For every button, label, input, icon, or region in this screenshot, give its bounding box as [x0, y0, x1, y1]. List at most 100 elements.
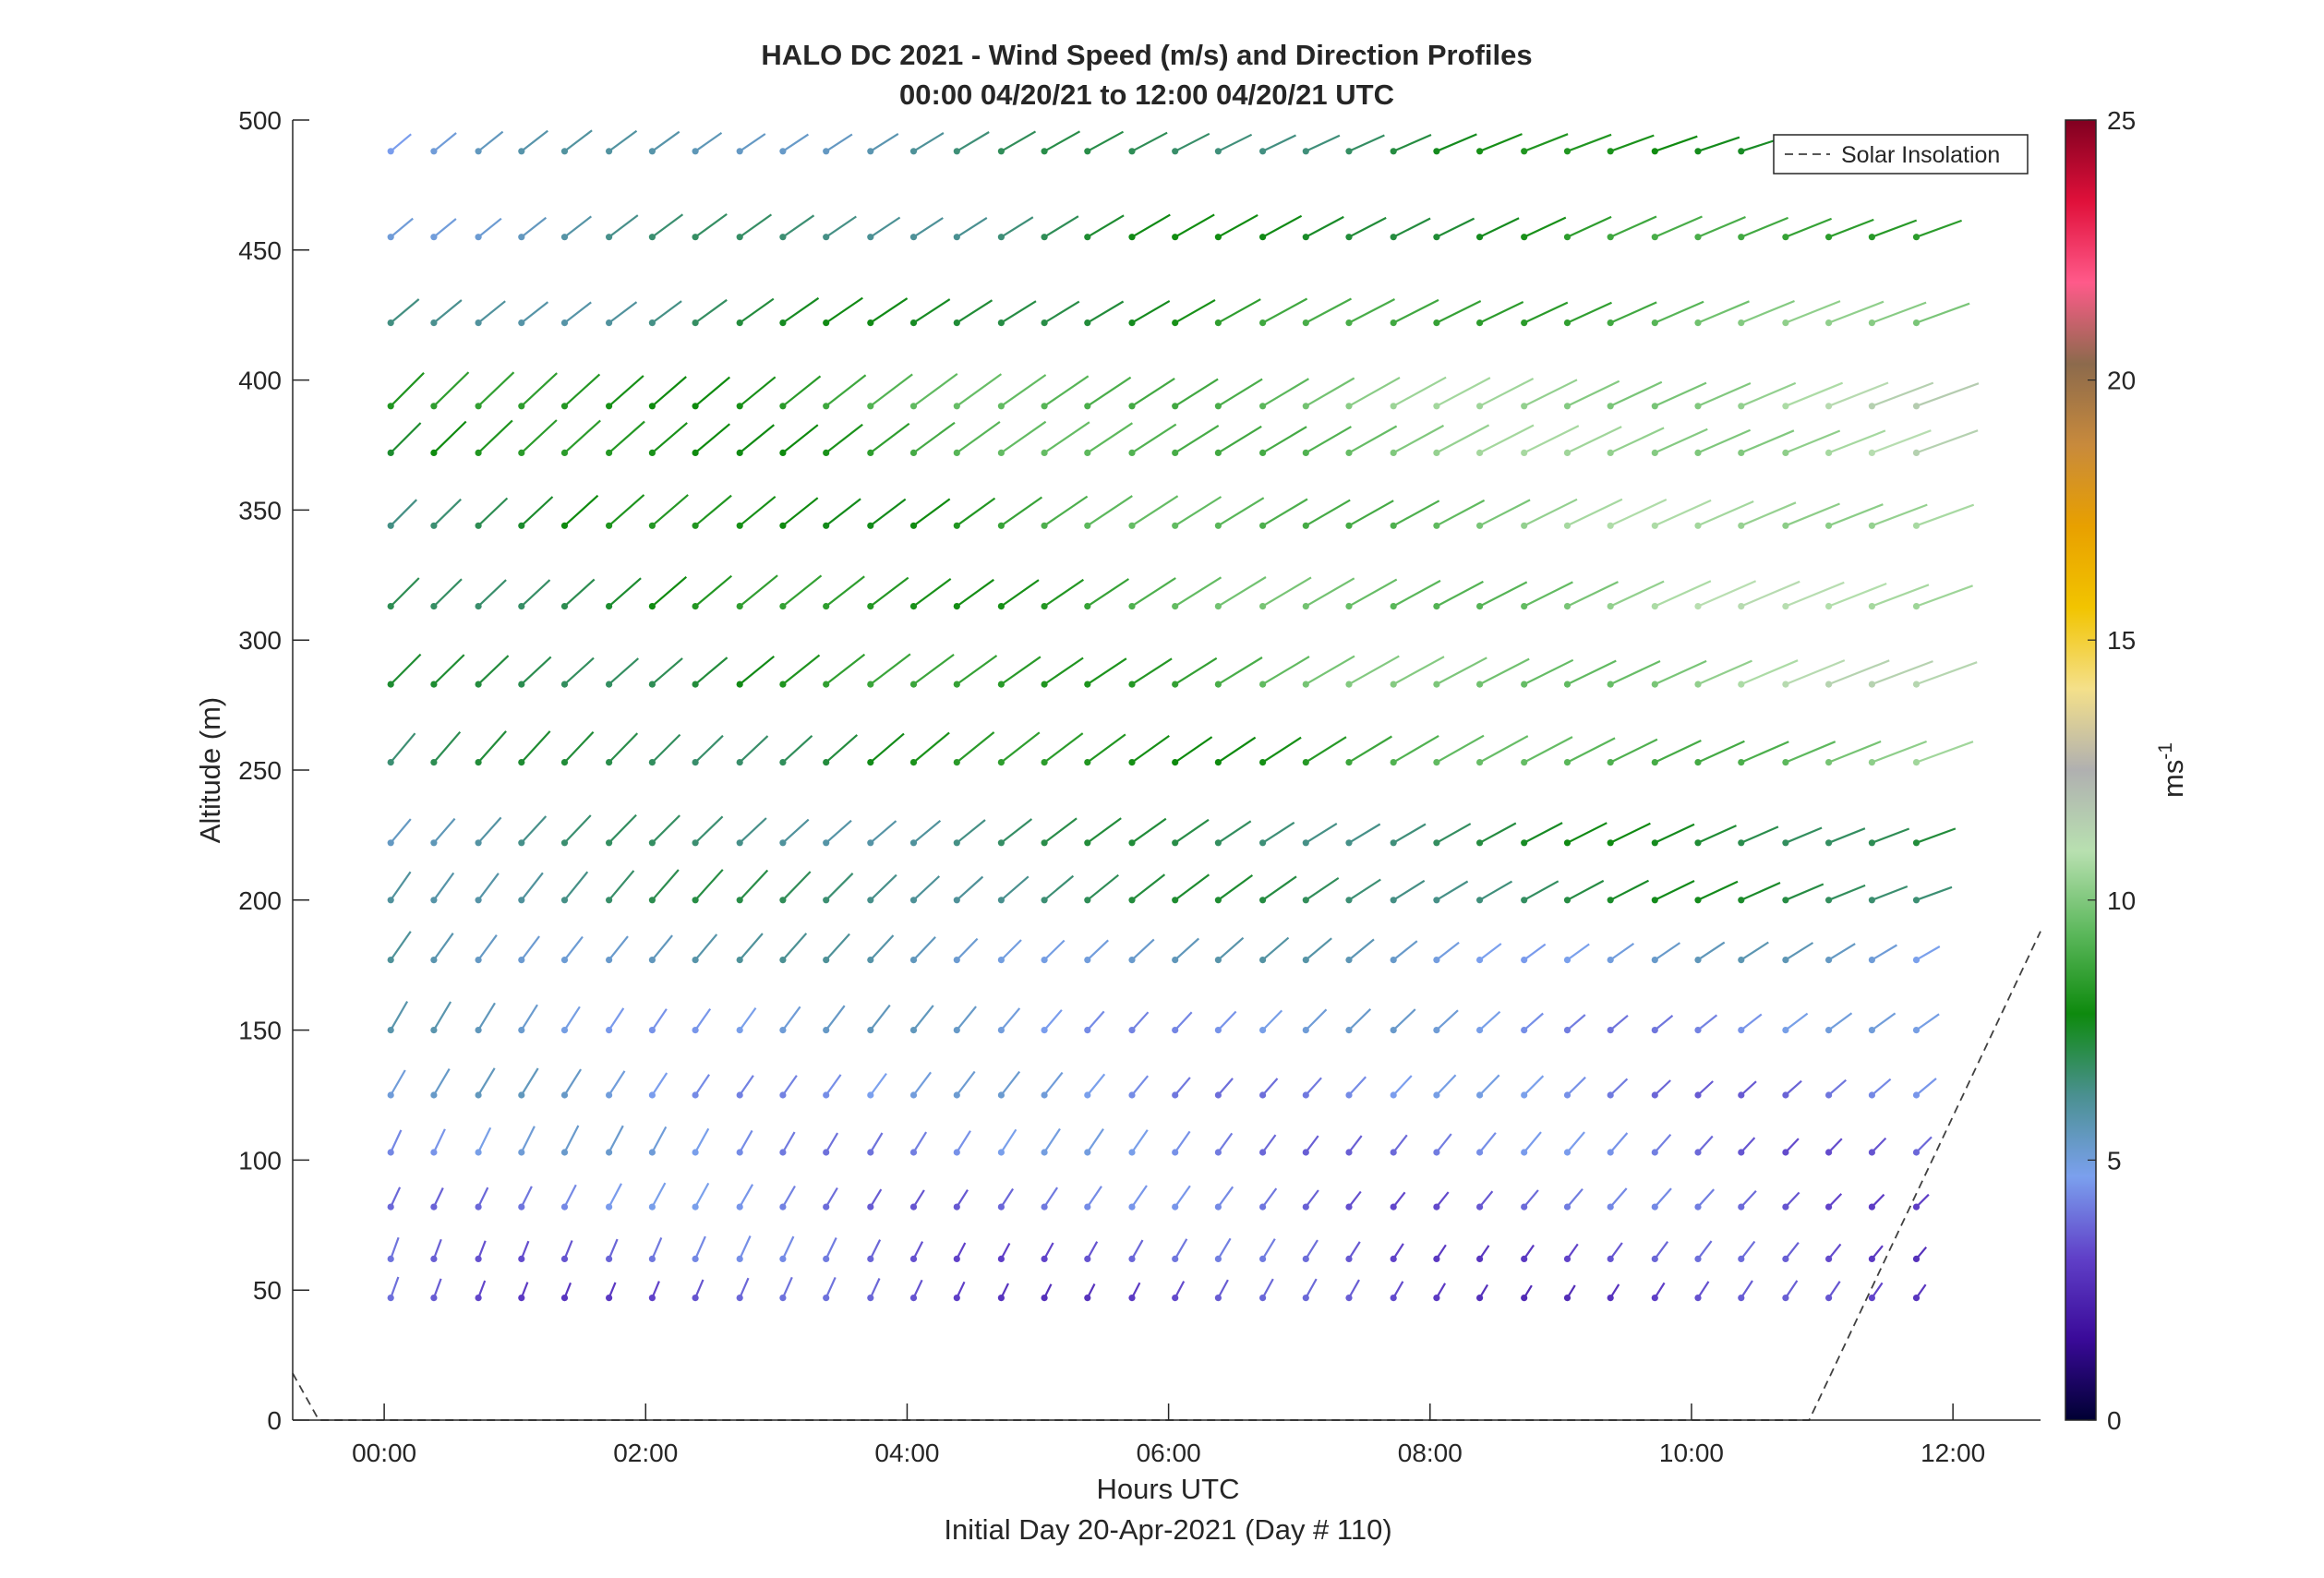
- wind-barb: [909, 217, 944, 241]
- wind-barb-stick: [1609, 215, 1657, 238]
- wind-barb: [475, 934, 498, 964]
- wind-barb-dot: [1390, 759, 1397, 766]
- wind-barb-stick: [433, 299, 463, 324]
- wind-barb-dot: [1128, 1295, 1136, 1302]
- wind-barb-stick: [1217, 497, 1265, 527]
- wind-barb-dot: [953, 1027, 960, 1034]
- wind-barb-stick: [521, 656, 552, 685]
- wind-barb-stick: [1131, 735, 1170, 764]
- wind-barb: [779, 296, 820, 327]
- wind-barb: [997, 420, 1047, 456]
- wind-barb: [1694, 381, 1752, 410]
- wind-barb: [867, 1072, 887, 1099]
- wind-barb: [909, 373, 958, 410]
- wind-barb-stick: [1000, 1070, 1021, 1096]
- wind-barb: [997, 875, 1030, 904]
- wind-barb-dot: [560, 603, 569, 610]
- wind-barb: [606, 1282, 617, 1302]
- wind-barb: [1607, 660, 1661, 688]
- wind-barb-stick: [1392, 500, 1440, 527]
- wind-barb-dot: [692, 1203, 699, 1211]
- wind-barb-dot: [1214, 449, 1222, 456]
- wind-barb-stick: [912, 421, 956, 454]
- wind-barb-dot: [1390, 957, 1397, 964]
- wind-barb-dot: [1651, 839, 1658, 847]
- wind-barb-dot: [1302, 603, 1309, 610]
- wind-barb-dot: [779, 1149, 787, 1156]
- wind-barb: [1651, 942, 1681, 964]
- wind-barb-stick: [825, 1074, 842, 1096]
- wind-barb-stick: [1828, 659, 1890, 686]
- wind-barb-stick: [739, 376, 777, 407]
- wind-barb-stick: [1086, 1010, 1105, 1031]
- wind-barb: [1172, 1281, 1186, 1302]
- wind-barb: [1651, 880, 1695, 904]
- wind-barb-dot: [387, 234, 394, 241]
- wind-barb-stick: [1523, 736, 1573, 764]
- wind-barb: [1390, 500, 1440, 529]
- wind-barb-dot: [1782, 839, 1789, 847]
- wind-barb: [1563, 301, 1612, 327]
- wind-barb: [1476, 880, 1513, 904]
- wind-barb: [736, 376, 777, 410]
- wind-barb-dot: [1607, 1027, 1614, 1034]
- wind-barb: [387, 653, 422, 688]
- wind-barb: [1563, 215, 1612, 241]
- wind-barb-stick: [912, 498, 951, 527]
- wind-barb-dot: [387, 449, 394, 456]
- wind-barb-dot: [736, 1149, 743, 1156]
- wind-barb-dot: [475, 839, 482, 847]
- wind-barb-dot: [1172, 1295, 1179, 1302]
- wind-barb-dot: [1041, 957, 1048, 964]
- wind-barb: [1259, 134, 1296, 155]
- wind-barb-dot: [823, 1295, 830, 1302]
- wind-barb: [909, 578, 952, 610]
- wind-barb: [1738, 381, 1797, 410]
- wind-barb-stick: [1348, 425, 1398, 454]
- wind-barb: [1214, 1186, 1234, 1211]
- wind-barb-stick: [1697, 1188, 1716, 1208]
- wind-barb-dot: [1825, 603, 1833, 610]
- wind-barb-dot: [1563, 957, 1571, 964]
- wind-barb-dot: [1084, 897, 1091, 904]
- wind-barb-stick: [1828, 218, 1874, 238]
- wind-barb-dot: [867, 1091, 874, 1099]
- wind-barb-stick: [1217, 298, 1261, 324]
- wind-barb: [779, 1235, 795, 1262]
- wind-barb: [1259, 378, 1309, 410]
- wind-barb: [1302, 876, 1340, 904]
- wind-barb-dot: [648, 1255, 656, 1262]
- y-tick-label: 200: [238, 886, 282, 915]
- wind-barb-stick: [1174, 818, 1210, 844]
- wind-barb-stick: [477, 816, 502, 844]
- wind-barb-stick: [1392, 133, 1432, 152]
- wind-barb-dot: [1214, 1027, 1222, 1034]
- wind-barb-stick: [870, 732, 905, 764]
- wind-barb-stick: [1654, 215, 1703, 238]
- wind-barb: [867, 732, 905, 766]
- wind-barb-stick: [739, 213, 773, 238]
- wind-barb: [1084, 1073, 1106, 1099]
- wind-barb-dot: [1345, 681, 1353, 688]
- wind-barb: [997, 1187, 1015, 1211]
- wind-barb-dot: [1128, 319, 1136, 327]
- wind-barb-stick: [694, 1182, 710, 1208]
- wind-barb-dot: [606, 403, 613, 410]
- wind-barb: [1694, 136, 1740, 155]
- wind-barb-stick: [1697, 300, 1750, 324]
- wind-barb-stick: [1609, 1187, 1628, 1208]
- wind-barb-dot: [1738, 1091, 1745, 1099]
- wind-barb-dot: [1214, 403, 1222, 410]
- wind-barb-stick: [390, 653, 422, 685]
- wind-barb-stick: [912, 132, 945, 152]
- wind-barb: [1084, 1241, 1099, 1262]
- wind-barb-stick: [1436, 823, 1472, 844]
- wind-barb: [518, 730, 551, 766]
- wind-barb-dot: [1390, 1255, 1397, 1262]
- wind-barb: [997, 130, 1037, 155]
- wind-barb-dot: [1738, 1149, 1745, 1156]
- wind-barb-stick: [1479, 378, 1535, 407]
- wind-barb-stick: [390, 217, 414, 238]
- wind-barb-dot: [1607, 148, 1614, 155]
- wind-barb: [823, 653, 866, 688]
